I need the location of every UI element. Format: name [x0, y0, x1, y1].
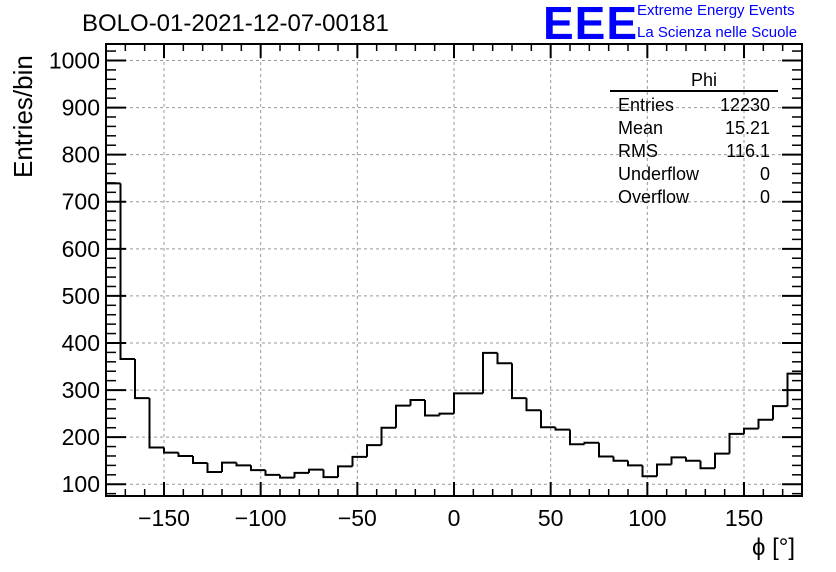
chart-title: BOLO-01-2021-12-07-00181 [82, 10, 389, 37]
y-tick-label: 300 [62, 377, 100, 403]
x-axis-label: ϕ [°] [752, 534, 796, 561]
histogram-bin [641, 465, 657, 478]
x-tick-label: 150 [725, 505, 763, 531]
histogram-bin [119, 183, 135, 360]
histogram-bin [279, 474, 295, 479]
histogram-bin [308, 468, 324, 473]
histogram-bin [438, 412, 454, 416]
stats-value: 0 [759, 187, 770, 207]
histogram-bin [612, 456, 628, 462]
histogram-bin [728, 432, 744, 454]
histogram-bin [206, 463, 222, 473]
stats-label: Overflow [618, 187, 690, 207]
histogram-bin [192, 455, 208, 465]
stats-value: 15.21 [724, 118, 770, 138]
x-tick-label: −50 [338, 505, 377, 531]
x-tick-label: −100 [235, 505, 287, 531]
logo-line-1: Extreme Energy Events [637, 2, 795, 19]
x-tick-label: 50 [538, 505, 564, 531]
histogram-bin [264, 470, 280, 476]
stats-value: 116.1 [726, 141, 770, 161]
stats-value: 12230 [719, 95, 770, 115]
y-tick-label: 100 [62, 471, 100, 497]
histogram-bin [743, 427, 759, 434]
stats-label: Mean [618, 118, 664, 138]
y-tick-label: 400 [62, 330, 100, 356]
histogram-bars [105, 182, 802, 496]
histogram-bin [482, 351, 498, 394]
histogram-bin [772, 405, 788, 420]
histogram-bin [496, 352, 512, 365]
stats-divider [610, 90, 778, 92]
y-tick-label: 500 [62, 283, 100, 309]
stats-row-overflow: Overflow 0 [610, 186, 778, 209]
histogram-bin [177, 452, 193, 457]
logo-line-2: La Scienza nelle Scuole [637, 24, 798, 41]
stats-row-mean: Mean 15.21 [610, 117, 778, 140]
y-tick-label: 900 [62, 95, 100, 121]
histogram-bin [235, 462, 251, 467]
x-tick-label: 100 [628, 505, 666, 531]
histogram-bin [366, 444, 382, 457]
histogram-bin [351, 455, 367, 467]
stats-row-rms: RMS 116.1 [610, 140, 778, 163]
histogram-bin [221, 461, 237, 472]
histogram-bin [511, 363, 527, 400]
y-tick-label: 800 [62, 142, 100, 168]
histogram-bin [569, 429, 585, 446]
stats-label: RMS [618, 141, 658, 161]
histogram-bin [540, 410, 556, 429]
histogram-bin [699, 460, 715, 470]
y-tick-label: 200 [62, 424, 100, 450]
y-tick-label: 600 [62, 236, 100, 262]
stats-value: 0 [759, 164, 770, 184]
axis-ticks [105, 44, 803, 496]
histogram-bin [424, 399, 440, 417]
histogram-bin [148, 398, 164, 449]
eee-logo: EEE Extreme Energy Events La Scienza nel… [543, 0, 833, 49]
histogram-bin [714, 452, 730, 469]
histogram-bin [250, 465, 266, 472]
histogram-bin [627, 460, 643, 467]
histogram-bin [670, 456, 686, 465]
histogram-bin [134, 358, 150, 400]
histogram-bin [757, 418, 773, 429]
stats-title: Phi [690, 70, 717, 90]
stats-row-entries: Entries 12230 [610, 94, 778, 117]
histogram-bin [380, 426, 396, 446]
y-tick-label: 1000 [49, 47, 100, 73]
histogram-bin [395, 404, 411, 428]
x-tick-label: −150 [138, 505, 190, 531]
tick-labels: −150 −100 −50 0 50 100 150 100 200 300 400 500 600 70… [49, 47, 763, 531]
logo-mark: EEE [543, 0, 639, 49]
histogram-bin [554, 427, 570, 431]
histogram-bin [583, 441, 599, 445]
histogram-bin [293, 471, 309, 478]
stats-label: Entries [618, 95, 675, 115]
histogram-bin [163, 447, 179, 454]
y-tick-label: 700 [62, 189, 100, 215]
histogram-bin [525, 398, 541, 412]
histogram-bin [337, 465, 353, 478]
histogram-bin [453, 392, 469, 414]
histogram-bin [656, 463, 672, 477]
histogram-bin [409, 398, 425, 406]
stats-label: Underflow [618, 164, 700, 184]
histogram-bin [322, 469, 338, 479]
histogram-bin [598, 442, 614, 458]
stats-box: Phi Entries 12230 Mean 15.21 RMS 116.1 U… [610, 70, 778, 209]
histogram-bin [786, 372, 802, 407]
stats-row-underflow: Underflow 0 [610, 163, 778, 186]
x-tick-label: 0 [448, 505, 461, 531]
histogram-bin [685, 457, 701, 462]
